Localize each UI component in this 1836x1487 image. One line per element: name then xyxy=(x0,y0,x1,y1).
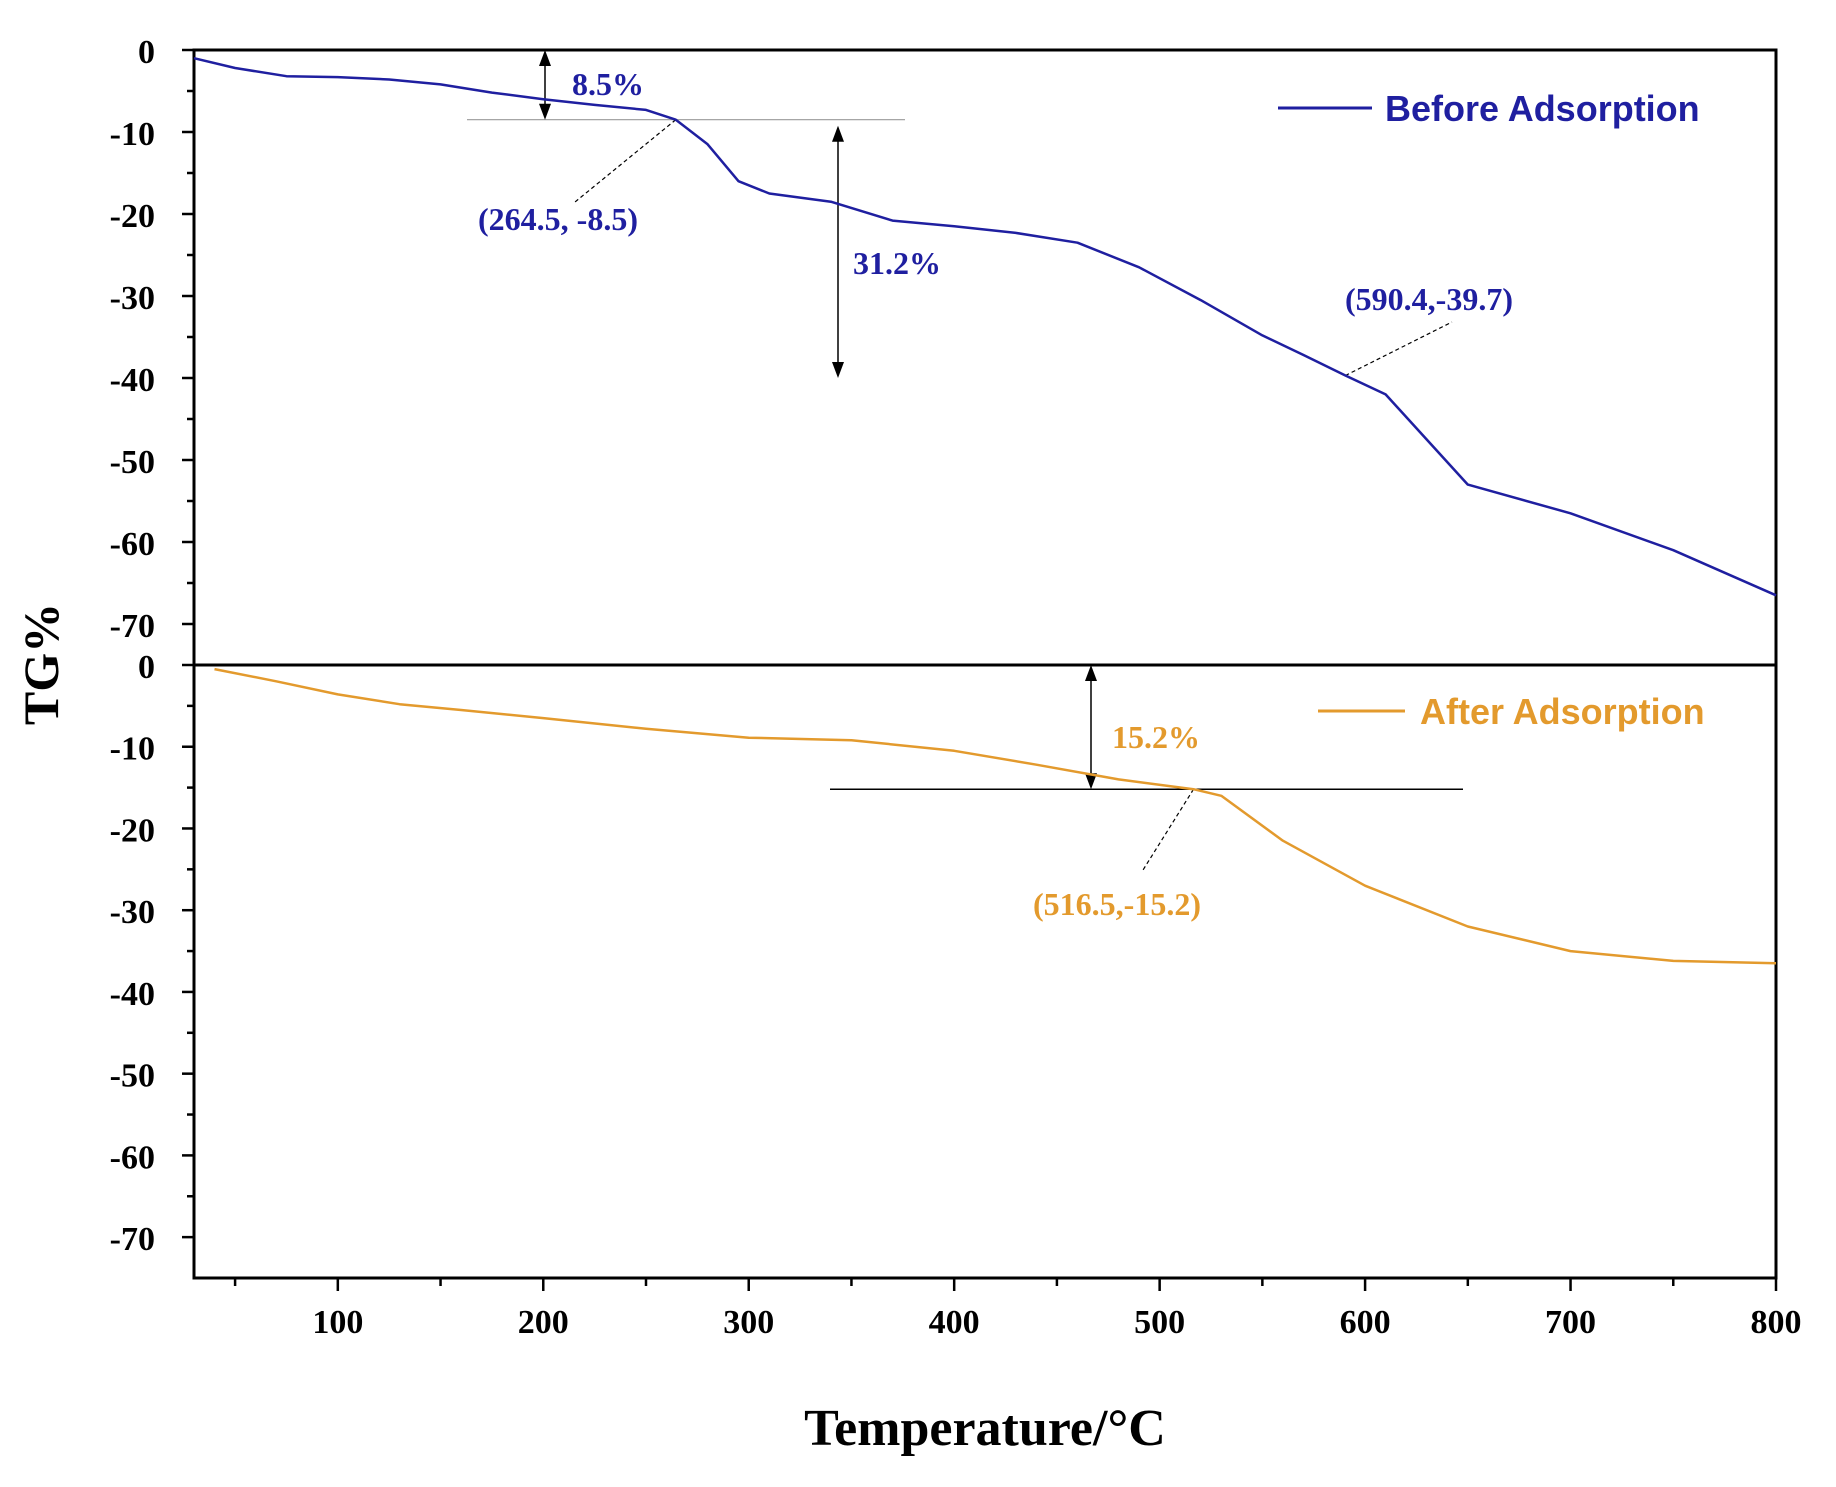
x-tick-label: 800 xyxy=(1751,1304,1802,1341)
x-axis-title: Temperature/°C xyxy=(804,1400,1166,1457)
annotation-label: (264.5, -8.5) xyxy=(478,201,638,237)
y-axis-title: TG% xyxy=(13,603,69,725)
leader-line xyxy=(574,119,677,203)
x-tick-label: 300 xyxy=(723,1304,774,1341)
x-tick-label: 700 xyxy=(1545,1304,1596,1341)
y-tick-label: -60 xyxy=(110,1139,155,1176)
annotation-label: 8.5% xyxy=(572,66,644,102)
labels-layer: Before Adsorption After Adsorption 8.5% (26… xyxy=(478,66,1705,922)
y-tick-label: -20 xyxy=(110,812,155,849)
y-tick-label: -60 xyxy=(110,526,155,563)
y-tick-label: -50 xyxy=(110,1058,155,1095)
y-tick-label: -30 xyxy=(110,894,155,931)
legend-label: Before Adsorption xyxy=(1385,88,1700,129)
y-tick-label: 0 xyxy=(138,34,155,71)
series-layer xyxy=(193,56,1777,965)
arrow-31-2-head-up xyxy=(832,125,844,142)
y-tick-label: 0 xyxy=(138,649,155,686)
leader-line xyxy=(1142,788,1195,871)
y-tick-label: -70 xyxy=(110,608,155,645)
annotation-label: (590.4,-39.7) xyxy=(1345,281,1513,317)
y-tick-label: -10 xyxy=(110,116,155,153)
series-line-after xyxy=(214,667,1777,965)
ticks-layer: 100 200 300 400 500 600 700 800 0 -10 -20 -30 -40 -50… xyxy=(110,34,1802,1341)
y-tick-label: -40 xyxy=(110,976,155,1013)
legend-label: After Adsorption xyxy=(1420,691,1705,732)
x-tick-label: 400 xyxy=(929,1304,980,1341)
annotation-label: 31.2% xyxy=(853,245,941,281)
annotation-label: (516.5,-15.2) xyxy=(1033,886,1201,922)
y-tick-label: -70 xyxy=(110,1221,155,1258)
x-tick-label: 500 xyxy=(1134,1304,1185,1341)
x-tick-label: 100 xyxy=(312,1304,363,1341)
arrow-15-2-head-up xyxy=(1085,665,1097,681)
x-tick-label: 200 xyxy=(518,1304,569,1341)
arrow-15-2-head-down xyxy=(1085,773,1097,790)
y-tick-label: -20 xyxy=(110,198,155,235)
arrow-8-5-head-down xyxy=(539,103,551,120)
guides-layer xyxy=(467,50,1463,871)
x-tick-label: 600 xyxy=(1340,1304,1391,1341)
y-tick-label: -10 xyxy=(110,731,155,768)
y-tick-label: -40 xyxy=(110,362,155,399)
annotation-label: 15.2% xyxy=(1112,719,1200,755)
y-tick-label: -50 xyxy=(110,444,155,481)
leader-line xyxy=(1345,321,1453,377)
arrow-8-5-head-up xyxy=(539,50,551,66)
arrow-31-2-head-down xyxy=(832,362,844,378)
series-line-before xyxy=(193,56,1777,597)
y-tick-label: -30 xyxy=(110,280,155,317)
